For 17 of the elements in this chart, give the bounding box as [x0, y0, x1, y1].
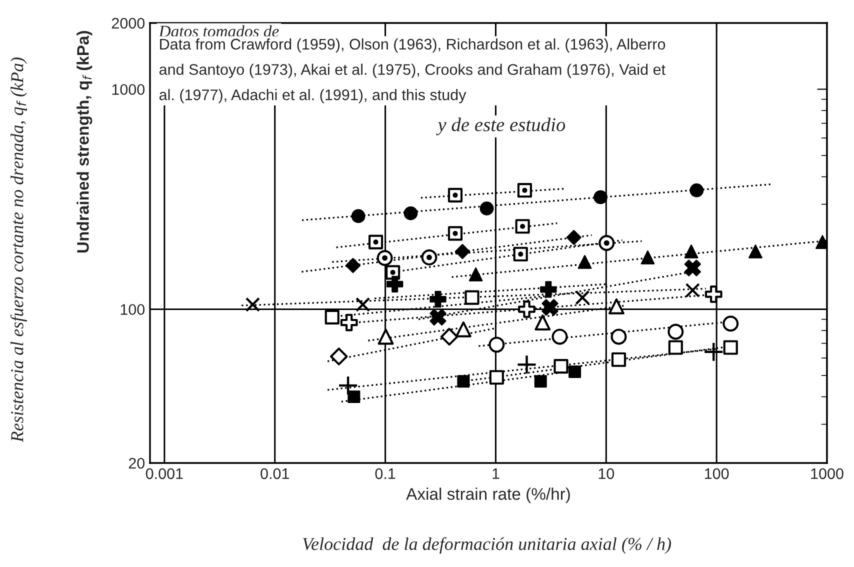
x-tick-label: 0.01 [260, 468, 289, 480]
y-axis-title: Undrained strength, q$_{f}$ (kPa) [76, 31, 92, 252]
text: Velocidad de la deformación unitaria axial (% / h) [302, 537, 672, 554]
x-tick-label: 1 [492, 468, 500, 479]
annotation: y de este estudio [436, 118, 566, 136]
y-tick-label: 2000 [112, 18, 145, 29]
x-tick-label: 0.1 [375, 468, 396, 480]
x-tick-label: 100 [704, 468, 729, 480]
annotation: Data from Crawford (1959), Olson (1963), Richardson et al. (1963), Alberro and Santoyo (1973), Akai et al. (1975), Crooks and Graham (1976), Vaid et al. (1977), Adachi et al. (1991), and this study [159, 38, 666, 104]
x-tick-label: 1000 [811, 468, 844, 480]
text: Resistencia al esfuerzo cortante no drenada, q$_{f}$ (kPa) [10, 57, 27, 442]
x-axis-title: Axial strain rate (%/hr) [406, 488, 570, 504]
x-tick-label: 0.001 [146, 468, 183, 480]
y-tick-label: 20 [128, 458, 145, 469]
y-tick-label: 1000 [112, 84, 145, 95]
y-tick-label: 100 [120, 304, 145, 315]
x-tick-label: 10 [598, 468, 614, 480]
